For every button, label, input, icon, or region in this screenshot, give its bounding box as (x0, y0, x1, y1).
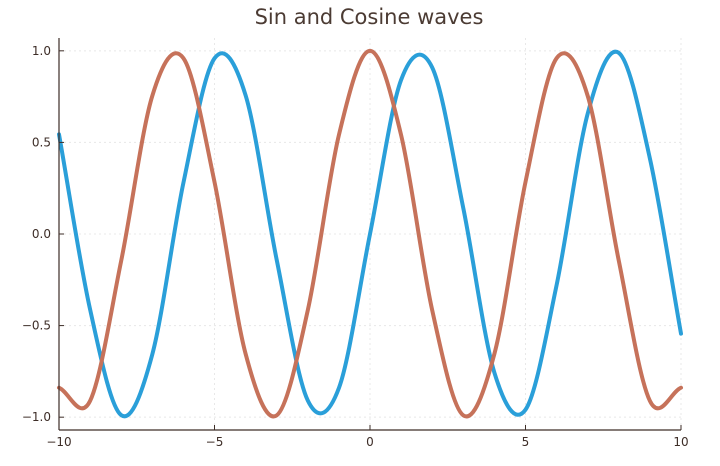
tick-labels: −10 −5 0 5 10 −1.0 −0.5 0.0 0.5 1.0 (22, 44, 689, 449)
x-tick-label-3: 5 (522, 435, 530, 449)
axes (58, 38, 682, 431)
y-tick-label-0: −1.0 (22, 410, 51, 424)
y-tick-label-4: 1.0 (32, 44, 51, 58)
series-layer (57, 48, 683, 419)
y-tick-label-3: 0.5 (32, 135, 51, 149)
y-tick-label-2: 0.0 (32, 227, 51, 241)
x-tick-label-0: −10 (46, 435, 71, 449)
x-tick-label-4: 10 (673, 435, 688, 449)
x-tick-label-1: −5 (206, 435, 224, 449)
series-line-0 (57, 49, 683, 419)
x-tick-label-2: 0 (366, 435, 374, 449)
y-tick-label-1: −0.5 (22, 319, 51, 333)
series-line-1 (57, 48, 683, 419)
chart-title: Sin and Cosine waves (255, 5, 484, 29)
